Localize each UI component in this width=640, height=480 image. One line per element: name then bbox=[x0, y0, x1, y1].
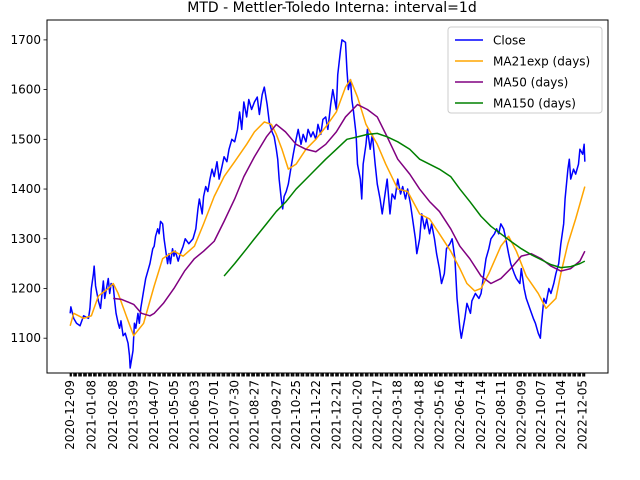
x-tick-label: 2021-02-08 bbox=[106, 380, 120, 450]
y-tick-label: 1300 bbox=[10, 232, 41, 246]
legend-label: MA50 (days) bbox=[493, 76, 568, 90]
y-tick-label: 1500 bbox=[10, 132, 41, 146]
x-tick-label: 2022-04-18 bbox=[413, 380, 427, 450]
series-line-ma50 bbox=[113, 103, 586, 317]
x-tick-label: 2021-01-08 bbox=[84, 380, 98, 450]
x-tick-label: 2022-11-04 bbox=[554, 380, 568, 450]
x-tick-label: 2021-10-25 bbox=[289, 380, 303, 450]
x-tick-label: 2022-08-11 bbox=[494, 380, 508, 450]
series-line-ma21exp bbox=[69, 78, 586, 337]
series-line-ma150 bbox=[223, 132, 586, 277]
y-tick-label: 1400 bbox=[10, 182, 41, 196]
x-tick-label: 2022-10-07 bbox=[534, 380, 548, 450]
y-tick-label: 1700 bbox=[10, 33, 41, 47]
y-tick-label: 1600 bbox=[10, 83, 41, 97]
x-tick-label: 2022-02-17 bbox=[370, 380, 384, 450]
x-tick-label: 2020-12-09 bbox=[63, 380, 77, 450]
legend-box bbox=[447, 26, 603, 114]
x-tick-label: 2022-01-20 bbox=[351, 380, 365, 450]
legend-label: MA150 (days) bbox=[493, 97, 576, 111]
x-tick-label: 2021-04-07 bbox=[147, 380, 161, 450]
x-tick-label: 2021-06-03 bbox=[187, 380, 201, 450]
x-tick-label: 2022-12-05 bbox=[576, 380, 590, 450]
legend-label: MA21exp (days) bbox=[493, 55, 590, 69]
plot-frame bbox=[46, 19, 609, 374]
x-tick-label: 2022-07-14 bbox=[474, 380, 488, 450]
x-tick-label: 2021-03-09 bbox=[127, 380, 141, 450]
x-tick-label: 2021-05-05 bbox=[167, 380, 181, 450]
series-line-close bbox=[69, 39, 586, 369]
y-tick-label: 1200 bbox=[10, 281, 41, 295]
x-tick-label: 2021-09-27 bbox=[269, 380, 283, 450]
series-layer bbox=[69, 39, 586, 369]
x-tick-label: 2021-07-30 bbox=[228, 380, 242, 450]
y-axis: 1100 1200 1300 1400 1500 1600 1700 bbox=[10, 33, 47, 345]
x-tick-label: 2022-05-16 bbox=[432, 380, 446, 450]
x-tick-label: 2022-03-18 bbox=[391, 380, 405, 450]
x-tick-label: 2022-09-09 bbox=[514, 380, 528, 450]
legend: Close MA21exp (days) MA50 (days) MA150 (day… bbox=[447, 26, 603, 114]
x-tick-label: 2021-11-22 bbox=[309, 380, 323, 450]
x-tick-label: 2021-07-01 bbox=[207, 380, 221, 450]
x-axis: 2020-12-09 2021-01-08 2021-02-08 2021-03-09… bbox=[63, 373, 590, 450]
y-tick-label: 1100 bbox=[10, 331, 41, 345]
legend-label: Close bbox=[493, 34, 526, 48]
x-tick-label: 2021-08-27 bbox=[247, 380, 261, 450]
x-tick-label: 2021-12-21 bbox=[329, 380, 343, 450]
chart-title: MTD - Mettler-Toledo Interna: interval=1… bbox=[187, 0, 476, 16]
x-tick-label: 2022-06-14 bbox=[453, 380, 467, 450]
